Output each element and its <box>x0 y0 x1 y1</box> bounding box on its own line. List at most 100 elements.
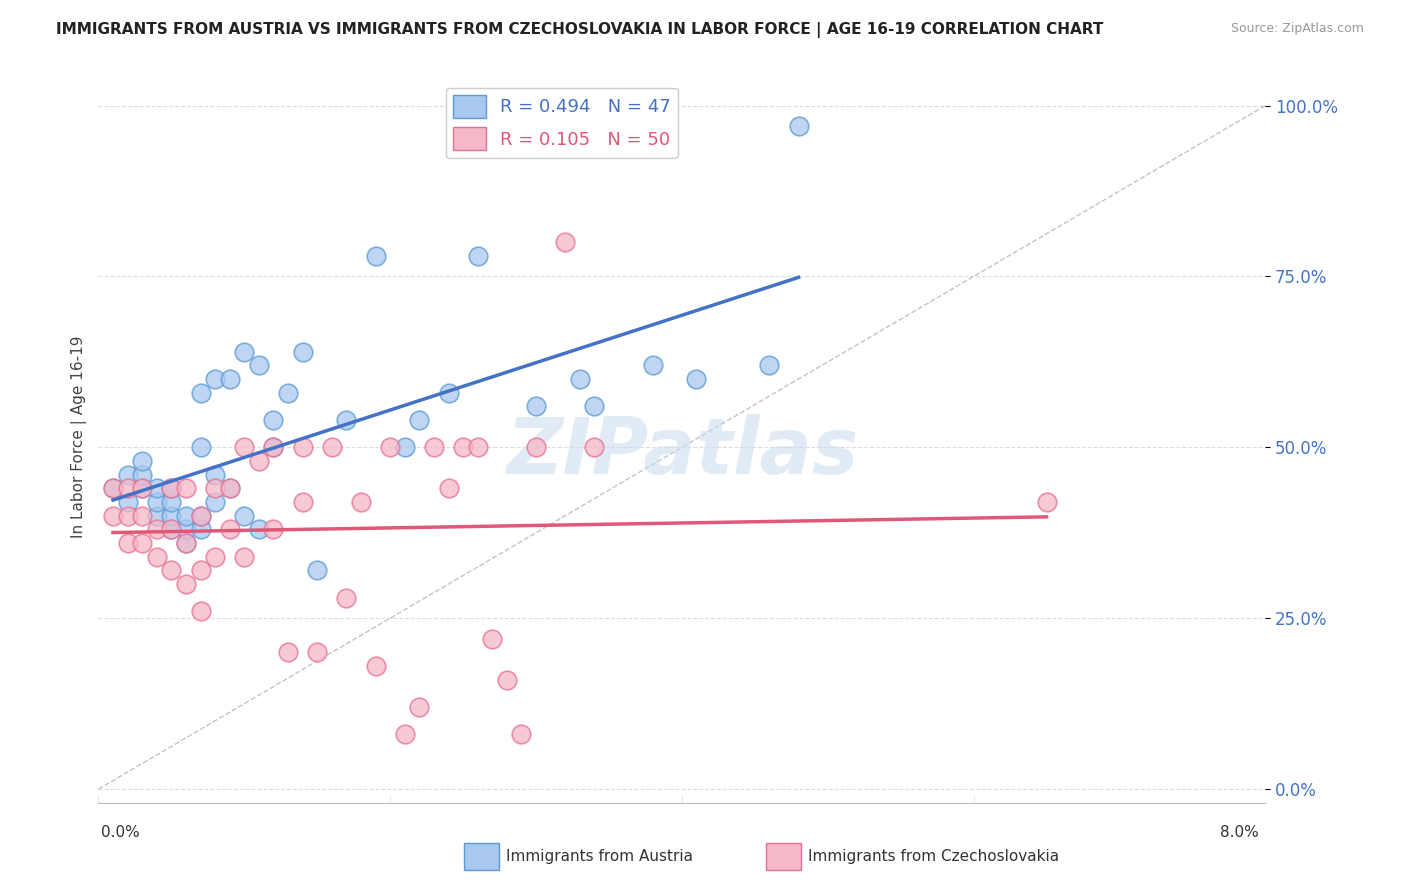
Point <box>117 495 139 509</box>
Point <box>146 522 169 536</box>
Point <box>101 481 124 495</box>
Point <box>291 344 314 359</box>
Point <box>131 467 153 482</box>
Point <box>1035 495 1057 509</box>
Point <box>233 549 256 564</box>
Point <box>350 495 373 509</box>
Point <box>583 400 606 414</box>
Point <box>307 563 329 577</box>
Text: Immigrants from Czechoslovakia: Immigrants from Czechoslovakia <box>808 849 1060 863</box>
Point <box>204 549 226 564</box>
Point <box>204 481 226 495</box>
Point <box>190 522 212 536</box>
Point <box>247 454 270 468</box>
Point <box>131 454 153 468</box>
Point <box>117 467 139 482</box>
Point <box>190 385 212 400</box>
Point <box>117 481 139 495</box>
Point <box>583 440 606 454</box>
Point <box>787 119 810 133</box>
Point <box>146 495 169 509</box>
Point <box>131 481 153 495</box>
Text: Source: ZipAtlas.com: Source: ZipAtlas.com <box>1230 22 1364 36</box>
Point <box>160 563 183 577</box>
Point <box>146 481 169 495</box>
Point <box>437 385 460 400</box>
Point <box>190 440 212 454</box>
Point <box>321 440 343 454</box>
Point <box>291 440 314 454</box>
Point <box>233 344 256 359</box>
Point <box>131 536 153 550</box>
Point <box>394 727 416 741</box>
Point <box>204 372 226 386</box>
Point <box>174 508 197 523</box>
Point <box>160 522 183 536</box>
Point <box>233 440 256 454</box>
Point <box>190 508 212 523</box>
Point <box>218 481 240 495</box>
Point <box>218 372 240 386</box>
Text: 8.0%: 8.0% <box>1219 825 1258 840</box>
Point <box>394 440 416 454</box>
Text: Immigrants from Austria: Immigrants from Austria <box>506 849 693 863</box>
Point <box>496 673 519 687</box>
Point <box>160 508 183 523</box>
Point <box>277 645 299 659</box>
Point <box>174 481 197 495</box>
Point <box>233 508 256 523</box>
Point <box>190 508 212 523</box>
Point <box>568 372 591 386</box>
Point <box>117 536 139 550</box>
Point <box>524 440 547 454</box>
Point <box>204 467 226 482</box>
Point <box>174 536 197 550</box>
Point <box>160 481 183 495</box>
Point <box>262 522 284 536</box>
Y-axis label: In Labor Force | Age 16-19: In Labor Force | Age 16-19 <box>72 335 87 539</box>
Point <box>524 400 547 414</box>
Point <box>117 508 139 523</box>
Point <box>160 495 183 509</box>
Point <box>160 522 183 536</box>
Point <box>131 508 153 523</box>
Point <box>101 481 124 495</box>
Point <box>174 536 197 550</box>
Text: IMMIGRANTS FROM AUSTRIA VS IMMIGRANTS FROM CZECHOSLOVAKIA IN LABOR FORCE | AGE 1: IMMIGRANTS FROM AUSTRIA VS IMMIGRANTS FR… <box>56 22 1104 38</box>
Point <box>262 413 284 427</box>
Point <box>510 727 533 741</box>
Point <box>408 413 430 427</box>
Point <box>190 563 212 577</box>
Point <box>247 359 270 373</box>
Point <box>408 700 430 714</box>
Point <box>247 522 270 536</box>
Point <box>146 549 169 564</box>
Text: 0.0%: 0.0% <box>101 825 141 840</box>
Point <box>335 591 357 605</box>
Point <box>218 481 240 495</box>
Legend: R = 0.494   N = 47, R = 0.105   N = 50: R = 0.494 N = 47, R = 0.105 N = 50 <box>446 87 678 158</box>
Point <box>423 440 446 454</box>
Point <box>218 522 240 536</box>
Point <box>277 385 299 400</box>
Point <box>146 508 169 523</box>
Point <box>335 413 357 427</box>
Point <box>364 659 387 673</box>
Point <box>291 495 314 509</box>
Point <box>131 481 153 495</box>
Point <box>554 235 576 250</box>
Point <box>641 359 664 373</box>
Point <box>174 577 197 591</box>
Point <box>481 632 503 646</box>
Point <box>364 249 387 263</box>
Point <box>160 481 183 495</box>
Point <box>190 604 212 618</box>
Point <box>262 440 284 454</box>
Point <box>101 508 124 523</box>
Point <box>262 440 284 454</box>
Point <box>685 372 707 386</box>
Point <box>467 440 489 454</box>
Point <box>437 481 460 495</box>
Point <box>174 522 197 536</box>
Point <box>467 249 489 263</box>
